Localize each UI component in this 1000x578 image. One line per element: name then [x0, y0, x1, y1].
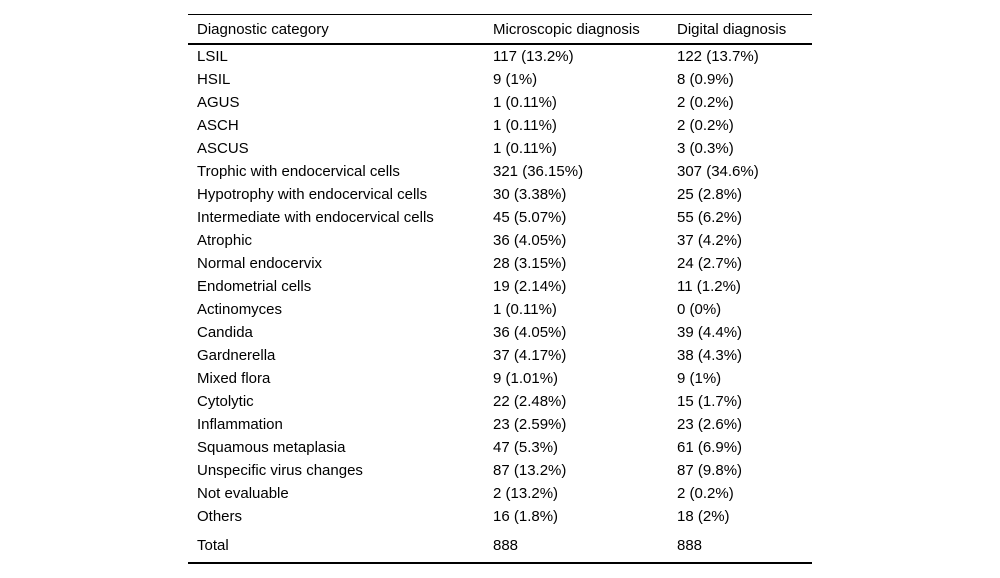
- table-header-row: Diagnostic category Microscopic diagnosi…: [188, 14, 812, 45]
- table-row: AGUS 1 (0.11%) 2 (0.2%): [188, 91, 812, 114]
- table: Diagnostic category Microscopic diagnosi…: [188, 14, 812, 564]
- cell-microscopic-diagnosis: 1 (0.11%): [493, 117, 557, 134]
- table-row: Actinomyces 1 (0.11%) 0 (0%): [188, 298, 812, 321]
- cell-digital-diagnosis: 39 (4.4%): [677, 324, 743, 341]
- table-row: Hypotrophy with endocervical cells 30 (3…: [188, 183, 812, 206]
- cell-diagnostic-category: HSIL: [197, 71, 231, 88]
- table-row: Others 16 (1.8%) 18 (2%): [188, 505, 812, 528]
- table-row: ASCUS 1 (0.11%) 3 (0.3%): [188, 137, 812, 160]
- cell-diagnostic-category: Normal endocervix: [197, 255, 323, 272]
- table-row: Trophic with endocervical cells 321 (36.…: [188, 160, 812, 183]
- column-header-digital-diagnosis: Digital diagnosis: [668, 14, 812, 45]
- cell-diagnostic-category: Trophic with endocervical cells: [197, 163, 400, 180]
- cell-diagnostic-category: ASCUS: [197, 140, 249, 157]
- cell-diagnostic-category: AGUS: [197, 94, 240, 111]
- cell-digital-diagnosis: 61 (6.9%): [677, 439, 743, 456]
- table-row: Intermediate with endocervical cells 45 …: [188, 206, 812, 229]
- cell-digital-diagnosis: 9 (1%): [677, 370, 722, 387]
- table-row: ASCH 1 (0.11%) 2 (0.2%): [188, 114, 812, 137]
- table-row: Endometrial cells 19 (2.14%) 11 (1.2%): [188, 275, 812, 298]
- cell-microscopic-diagnosis: 36 (4.05%): [493, 324, 567, 341]
- cell-diagnostic-category: Squamous metaplasia: [197, 439, 346, 456]
- cell-diagnostic-category: Others: [197, 508, 243, 525]
- cell-microscopic-diagnosis: 28 (3.15%): [493, 255, 567, 272]
- cell-diagnostic-category: ASCH: [197, 117, 239, 134]
- cell-microscopic-diagnosis: 9 (1%): [493, 71, 538, 88]
- cell-microscopic-diagnosis: 1 (0.11%): [493, 94, 557, 111]
- cell-diagnostic-category: Inflammation: [197, 416, 283, 433]
- cell-digital-diagnosis: 3 (0.3%): [677, 140, 734, 157]
- cell-diagnostic-category: Atrophic: [197, 232, 253, 249]
- cell-diagnostic-category: Not evaluable: [197, 485, 289, 502]
- cell-microscopic-diagnosis: 2 (13.2%): [493, 485, 559, 502]
- cell-diagnostic-category: Mixed flora: [197, 370, 271, 387]
- cell-diagnostic-category: Gardnerella: [197, 347, 276, 364]
- cell-microscopic-diagnosis: 19 (2.14%): [493, 278, 567, 295]
- cell-digital-diagnosis: 2 (0.2%): [677, 117, 734, 134]
- cell-diagnostic-category: Endometrial cells: [197, 278, 312, 295]
- diagnosis-comparison-table: Diagnostic category Microscopic diagnosi…: [188, 14, 812, 564]
- cell-microscopic-diagnosis: 1 (0.11%): [493, 140, 557, 157]
- cell-microscopic-diagnosis: 22 (2.48%): [493, 393, 567, 410]
- cell-digital-diagnosis: 23 (2.6%): [677, 416, 743, 433]
- table-row: LSIL 117 (13.2%) 122 (13.7%): [188, 44, 812, 68]
- cell-digital-diagnosis: 55 (6.2%): [677, 209, 743, 226]
- total-row-digital-value: 888: [677, 536, 703, 554]
- cell-digital-diagnosis: 25 (2.8%): [677, 186, 743, 203]
- table-row: Inflammation 23 (2.59%) 23 (2.6%): [188, 413, 812, 436]
- cell-microscopic-diagnosis: 321 (36.15%): [493, 163, 584, 180]
- cell-diagnostic-category: Unspecific virus changes: [197, 462, 363, 479]
- cell-microscopic-diagnosis: 37 (4.17%): [493, 347, 567, 364]
- cell-digital-diagnosis: 87 (9.8%): [677, 462, 743, 479]
- cell-microscopic-diagnosis: 23 (2.59%): [493, 416, 567, 433]
- total-row: Total 888 888: [188, 528, 812, 563]
- cell-digital-diagnosis: 2 (0.2%): [677, 485, 734, 502]
- table-row: Unspecific virus changes 87 (13.2%) 87 (…: [188, 459, 812, 482]
- cell-diagnostic-category: Cytolytic: [197, 393, 254, 410]
- cell-diagnostic-category: Hypotrophy with endocervical cells: [197, 186, 428, 203]
- cell-microscopic-diagnosis: 16 (1.8%): [493, 508, 559, 525]
- cell-microscopic-diagnosis: 87 (13.2%): [493, 462, 567, 479]
- cell-microscopic-diagnosis: 1 (0.11%): [493, 301, 557, 318]
- cell-digital-diagnosis: 122 (13.7%): [677, 48, 759, 65]
- table-row: HSIL 9 (1%) 8 (0.9%): [188, 68, 812, 91]
- cell-digital-diagnosis: 37 (4.2%): [677, 232, 743, 249]
- column-header-microscopic-diagnosis: Microscopic diagnosis: [484, 14, 668, 45]
- table-row: Mixed flora 9 (1.01%) 9 (1%): [188, 367, 812, 390]
- cell-digital-diagnosis: 15 (1.7%): [677, 393, 743, 410]
- cell-digital-diagnosis: 18 (2%): [677, 508, 730, 525]
- table-row: Gardnerella 37 (4.17%) 38 (4.3%): [188, 344, 812, 367]
- cell-digital-diagnosis: 24 (2.7%): [677, 255, 743, 272]
- table-row: Atrophic 36 (4.05%) 37 (4.2%): [188, 229, 812, 252]
- cell-digital-diagnosis: 8 (0.9%): [677, 71, 734, 88]
- cell-digital-diagnosis: 2 (0.2%): [677, 94, 734, 111]
- total-row-microscopic-value: 888: [493, 536, 519, 554]
- cell-microscopic-diagnosis: 9 (1.01%): [493, 370, 559, 387]
- cell-diagnostic-category: Actinomyces: [197, 301, 283, 318]
- column-header-diagnostic-category: Diagnostic category: [188, 14, 484, 45]
- cell-digital-diagnosis: 38 (4.3%): [677, 347, 743, 364]
- cell-digital-diagnosis: 11 (1.2%): [677, 278, 741, 295]
- cell-microscopic-diagnosis: 36 (4.05%): [493, 232, 567, 249]
- table-row: Cytolytic 22 (2.48%) 15 (1.7%): [188, 390, 812, 413]
- total-row-label: Total: [197, 536, 229, 554]
- cell-microscopic-diagnosis: 117 (13.2%): [493, 48, 574, 65]
- table-row: Squamous metaplasia 47 (5.3%) 61 (6.9%): [188, 436, 812, 459]
- table-row: Normal endocervix 28 (3.15%) 24 (2.7%): [188, 252, 812, 275]
- table-row: Candida 36 (4.05%) 39 (4.4%): [188, 321, 812, 344]
- table-row: Not evaluable 2 (13.2%) 2 (0.2%): [188, 482, 812, 505]
- cell-diagnostic-category: Intermediate with endocervical cells: [197, 209, 434, 226]
- cell-digital-diagnosis: 307 (34.6%): [677, 163, 759, 180]
- cell-microscopic-diagnosis: 30 (3.38%): [493, 186, 567, 203]
- cell-diagnostic-category: LSIL: [197, 48, 228, 65]
- cell-digital-diagnosis: 0 (0%): [677, 301, 722, 318]
- cell-microscopic-diagnosis: 45 (5.07%): [493, 209, 567, 226]
- cell-microscopic-diagnosis: 47 (5.3%): [493, 439, 559, 456]
- cell-diagnostic-category: Candida: [197, 324, 253, 341]
